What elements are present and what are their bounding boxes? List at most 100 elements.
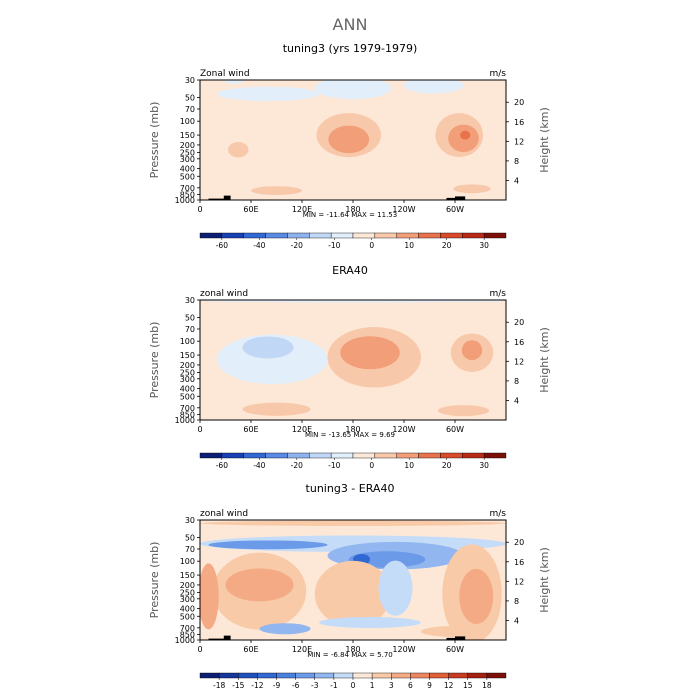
y-axis-right-title: Height (km) xyxy=(538,107,551,173)
colorbar-label: 15 xyxy=(463,681,473,690)
topography-mark xyxy=(446,637,455,640)
y-tick-label: 50 xyxy=(185,313,195,322)
y-tick-label: 500 xyxy=(180,172,195,181)
colorbar-label: 3 xyxy=(389,681,394,690)
y-tick-label: 50 xyxy=(185,93,195,102)
colorbar-swatch xyxy=(418,232,441,239)
units-label: m/s xyxy=(490,509,507,519)
contour-region xyxy=(438,405,489,417)
y-tick-label: 150 xyxy=(180,571,195,580)
colorbar-label: 18 xyxy=(482,681,492,690)
colorbar-swatch xyxy=(243,452,266,459)
stats-label: MIN = -13.65 MAX = 9.69 xyxy=(305,431,395,439)
y-tick-label: 70 xyxy=(185,545,195,554)
y-tick-label: 1000 xyxy=(175,416,195,425)
colorbar-swatch xyxy=(352,672,373,679)
colorbar-swatch xyxy=(287,452,310,459)
topography-mark xyxy=(455,636,466,640)
colorbar-swatch xyxy=(467,672,488,679)
colorbar-label: -40 xyxy=(253,461,265,470)
y-tick-label: 50 xyxy=(185,533,195,542)
colorbar-swatch xyxy=(199,232,223,239)
colorbar-swatch xyxy=(418,452,441,459)
y-tick-label: 300 xyxy=(180,375,195,384)
y-axis-right-title: Height (km) xyxy=(538,327,551,393)
units-label: m/s xyxy=(490,69,507,79)
colorbar-label: -9 xyxy=(273,681,281,690)
colorbar-swatch xyxy=(462,232,485,239)
colorbar-label: 0 xyxy=(369,241,374,250)
colorbar-label: 12 xyxy=(444,681,454,690)
colorbar-swatch xyxy=(429,672,449,679)
y-tick-label: 100 xyxy=(180,337,195,346)
topography-mark xyxy=(455,196,466,200)
panel-1: tuning3 (yrs 1979-1979) Zonal wind m/s 30 50… xyxy=(148,42,551,250)
colorbar-label: 10 xyxy=(404,461,414,470)
colorbar-label: -1 xyxy=(330,681,338,690)
y-tick-label: 70 xyxy=(185,325,195,334)
colorbar-label: -12 xyxy=(251,681,263,690)
y-tick-label: 250 xyxy=(180,369,195,378)
colorbar-swatch xyxy=(314,672,335,679)
y-tick-label: 1000 xyxy=(175,196,195,205)
y-tick-label: 400 xyxy=(180,605,195,614)
height-tick-label: 20 xyxy=(514,318,524,327)
y-tick-label: 100 xyxy=(180,117,195,126)
contour-region xyxy=(200,300,506,303)
x-tick-label: 180 xyxy=(345,205,360,214)
y-tick-label: 150 xyxy=(180,351,195,360)
y-tick-label: 500 xyxy=(180,612,195,621)
contour-region xyxy=(208,540,328,550)
y-tick-label: 700 xyxy=(180,184,195,193)
colorbar-swatch xyxy=(352,452,376,459)
left-corner-label: zonal wind xyxy=(200,289,248,299)
colorbar-swatch xyxy=(265,232,288,239)
colorbar-swatch xyxy=(352,232,376,239)
x-tick-label: 0 xyxy=(197,645,202,654)
colorbar-label: -60 xyxy=(216,461,228,470)
colorbar-label: -3 xyxy=(311,681,319,690)
x-tick-label: 120W xyxy=(392,205,415,214)
colorbar-label: 10 xyxy=(404,241,414,250)
y-tick-label: 150 xyxy=(180,131,195,140)
contour-region xyxy=(404,80,464,94)
x-tick-label: 120E xyxy=(292,205,312,214)
y-tick-label: 30 xyxy=(185,296,195,305)
colorbar-label: 20 xyxy=(442,241,452,250)
colorbar-swatch xyxy=(396,232,419,239)
height-tick-label: 12 xyxy=(514,357,524,366)
colorbar-swatch xyxy=(371,672,392,679)
height-tick-label: 4 xyxy=(514,616,519,625)
y-tick-label: 400 xyxy=(180,165,195,174)
contour-region xyxy=(314,560,392,627)
height-tick-label: 20 xyxy=(514,538,524,547)
x-tick-label: 60W xyxy=(446,425,464,434)
colorbar-swatch xyxy=(448,672,468,679)
y-tick-label: 200 xyxy=(180,581,195,590)
height-tick-label: 16 xyxy=(514,118,524,127)
panel-title: tuning3 - ERA40 xyxy=(306,482,395,495)
x-tick-label: 60W xyxy=(446,205,464,214)
y-axis-right-title: Height (km) xyxy=(538,547,551,613)
x-tick-label: 60W xyxy=(446,645,464,654)
x-tick-label: 60E xyxy=(243,205,258,214)
y-tick-label: 300 xyxy=(180,595,195,604)
colorbar-swatch xyxy=(483,232,507,239)
colorbar-label: -10 xyxy=(328,461,340,470)
colorbar-swatch xyxy=(295,672,315,679)
colorbar-swatch xyxy=(440,452,463,459)
colorbar-swatch xyxy=(199,452,223,459)
contour-region xyxy=(242,336,294,359)
contour-region xyxy=(225,568,294,602)
y-axis-title: Pressure (mb) xyxy=(148,102,161,179)
units-label: m/s xyxy=(490,289,507,299)
contour-region xyxy=(453,184,491,194)
colorbar-swatch xyxy=(309,452,332,459)
colorbar-swatch xyxy=(330,232,354,239)
height-tick-label: 16 xyxy=(514,558,524,567)
colorbar-label: -18 xyxy=(213,681,225,690)
colorbar-label: 0 xyxy=(369,461,374,470)
contour-region xyxy=(461,340,483,361)
topography-mark xyxy=(223,195,231,200)
